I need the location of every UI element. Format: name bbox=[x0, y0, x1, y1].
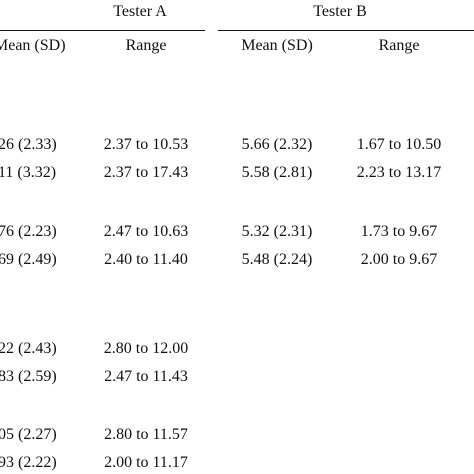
table-cell: .11 (3.32) bbox=[0, 164, 57, 181]
table-cell: 5.32 (2.31) bbox=[241, 223, 313, 240]
table-cell: 2.00 to 9.67 bbox=[360, 251, 438, 268]
table-cell: 1.67 to 10.50 bbox=[356, 136, 442, 153]
column-header: Mean (SD) bbox=[241, 37, 313, 54]
table-cell: .83 (2.59) bbox=[0, 368, 57, 385]
table-cell: .05 (2.27) bbox=[0, 426, 57, 443]
table-cell: 5.58 (2.81) bbox=[241, 164, 313, 181]
table-cell: 1.73 to 9.67 bbox=[360, 223, 438, 240]
table-cell: 5.66 (2.32) bbox=[241, 136, 313, 153]
table-cell: 2.80 to 11.57 bbox=[104, 426, 188, 443]
table-cell: .69 (2.49) bbox=[0, 251, 57, 268]
column-header: Range bbox=[125, 37, 167, 54]
table-cell: .93 (2.22) bbox=[0, 454, 57, 471]
table-cell: 2.47 to 10.63 bbox=[103, 223, 189, 240]
column-header: Range bbox=[378, 37, 420, 54]
table-cell: 2.47 to 11.43 bbox=[104, 368, 188, 385]
table-cell: 2.23 to 13.17 bbox=[356, 164, 442, 181]
table-cell: .26 (2.33) bbox=[0, 136, 57, 153]
column-header: Mean (SD) bbox=[0, 37, 66, 54]
table-cell: 5.48 (2.24) bbox=[241, 251, 313, 268]
table-cell: 2.37 to 17.43 bbox=[103, 164, 189, 181]
group-rule bbox=[218, 30, 474, 31]
group-header: Tester A bbox=[113, 3, 167, 20]
table-cell: 2.40 to 11.40 bbox=[104, 251, 188, 268]
table-cell: .22 (2.43) bbox=[0, 340, 57, 357]
group-rule bbox=[0, 30, 205, 31]
table-cell: 2.00 to 11.17 bbox=[104, 454, 188, 471]
table-cell: 2.80 to 12.00 bbox=[103, 340, 189, 357]
group-header: Tester B bbox=[313, 3, 367, 20]
table-cell: .76 (2.23) bbox=[0, 223, 57, 240]
table-cell: 2.37 to 10.53 bbox=[103, 136, 189, 153]
